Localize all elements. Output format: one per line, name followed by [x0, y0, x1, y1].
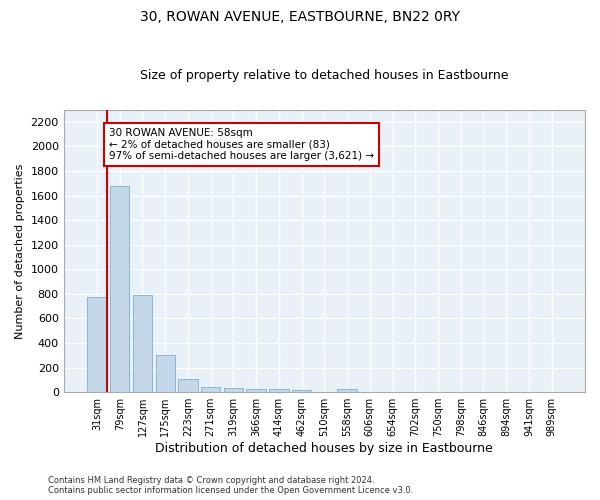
Y-axis label: Number of detached properties: Number of detached properties	[15, 163, 25, 338]
Title: Size of property relative to detached houses in Eastbourne: Size of property relative to detached ho…	[140, 69, 509, 82]
Bar	[133, 294, 152, 392]
Bar	[269, 389, 289, 392]
Bar	[292, 390, 311, 392]
Bar	[247, 389, 266, 392]
Bar	[224, 388, 243, 392]
Bar	[201, 386, 220, 392]
Bar	[110, 186, 130, 392]
Text: Contains HM Land Registry data © Crown copyright and database right 2024.
Contai: Contains HM Land Registry data © Crown c…	[48, 476, 413, 495]
Bar	[88, 297, 107, 392]
Text: 30 ROWAN AVENUE: 58sqm
← 2% of detached houses are smaller (83)
97% of semi-deta: 30 ROWAN AVENUE: 58sqm ← 2% of detached …	[109, 128, 374, 161]
Text: 30, ROWAN AVENUE, EASTBOURNE, BN22 0RY: 30, ROWAN AVENUE, EASTBOURNE, BN22 0RY	[140, 10, 460, 24]
X-axis label: Distribution of detached houses by size in Eastbourne: Distribution of detached houses by size …	[155, 442, 493, 455]
Bar	[337, 389, 357, 392]
Bar	[155, 356, 175, 392]
Bar	[178, 378, 197, 392]
